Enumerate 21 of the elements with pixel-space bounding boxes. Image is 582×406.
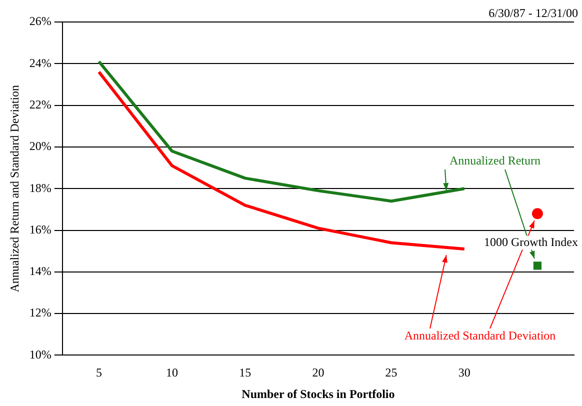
y-tick-label: 22%	[29, 97, 52, 112]
y-tick-label: 18%	[29, 180, 52, 195]
y-tick-label: 24%	[29, 56, 52, 70]
x-tick-label: 25	[385, 366, 398, 380]
x-tick-label: 20	[312, 366, 324, 380]
x-axis-title: Number of Stocks in Portfolio	[242, 386, 395, 401]
y-axis-title: Annualized Return and Standard Deviation	[7, 84, 22, 292]
y-tick-label: 12%	[29, 306, 52, 320]
x-tick-label: 15	[239, 366, 252, 380]
x-tick-label: 10	[166, 366, 178, 380]
y-tick-label: 16%	[29, 222, 52, 236]
y-tick-label: 14%	[29, 264, 52, 278]
text: Annualized Standard Deviation	[404, 328, 556, 343]
x-tick-label: 5	[96, 366, 102, 380]
text: 6/30/87 - 12/31/00	[488, 6, 578, 20]
series-label: Annualized Return	[450, 154, 540, 168]
y-tick-label: 10%	[29, 347, 52, 362]
y-tick-label: 20%	[29, 139, 52, 154]
y-tick-label: 26%	[29, 14, 52, 28]
x-tick-label: 30	[458, 366, 470, 380]
annotation: 1000 Growth Index	[484, 234, 578, 249]
